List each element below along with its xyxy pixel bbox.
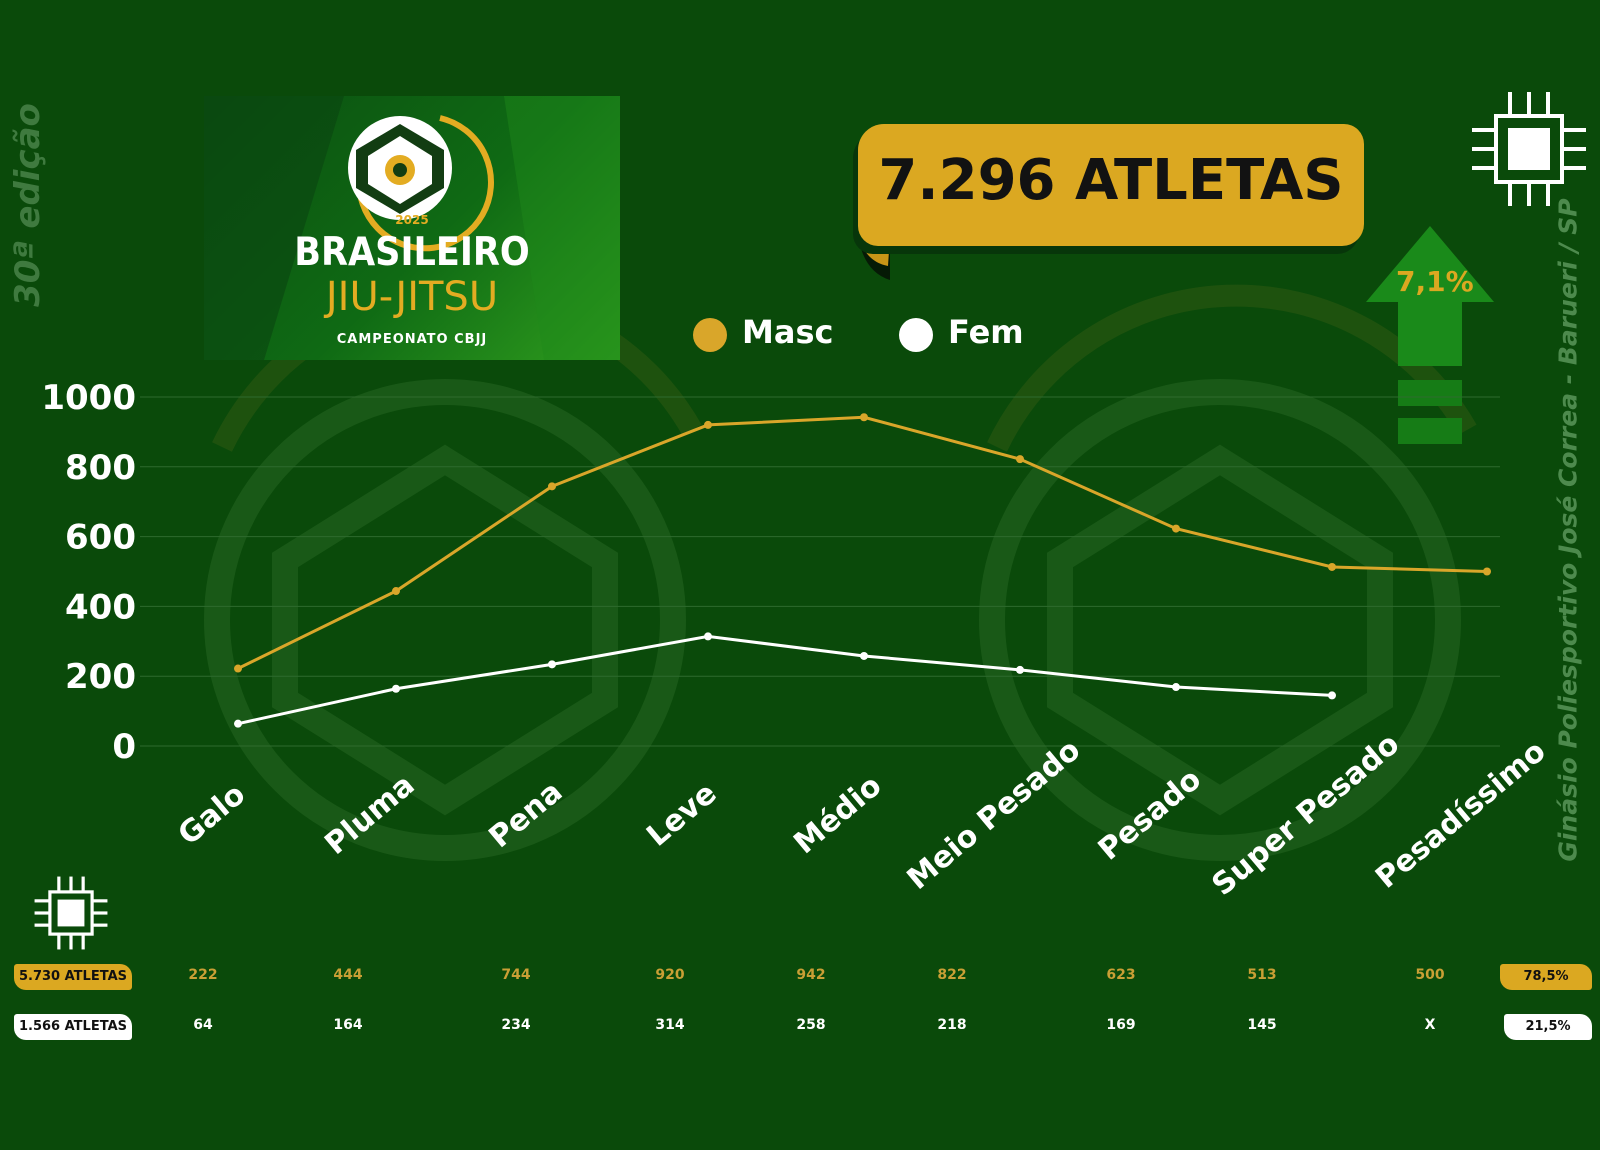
masc-total-pill: 5.730 ATLETAS — [14, 964, 132, 990]
data-point-fem — [548, 660, 556, 669]
series-line-masc — [237, 415, 1488, 670]
masc-count-cell: 822 — [937, 967, 967, 983]
logo-emblem — [204, 96, 620, 360]
legend-label-fem: Fem — [948, 313, 1024, 351]
masc-percentage-pill: 78,5% — [1500, 964, 1592, 990]
data-point-masc — [1483, 567, 1491, 576]
chip-icon — [1472, 92, 1586, 206]
data-point-masc — [1016, 455, 1024, 464]
data-point-fem — [1328, 691, 1336, 700]
data-point-masc — [234, 664, 242, 673]
x-category-label: Pluma — [318, 768, 421, 862]
fem-count-cell: 64 — [193, 1017, 213, 1033]
watermark-ring-left — [204, 379, 686, 861]
x-category-label: Pesado — [1092, 762, 1208, 868]
fem-total-pill: 1.566 ATLETAS — [14, 1014, 132, 1040]
watermark-ring-right — [979, 379, 1461, 861]
masc-count-cell: 942 — [796, 967, 826, 983]
legend-dot-masc — [693, 318, 727, 352]
data-point-fem — [1016, 665, 1024, 674]
masc-count-cell: 513 — [1247, 967, 1277, 983]
y-tick-label: 400 — [65, 587, 136, 627]
legend-label-masc: Masc — [742, 313, 834, 351]
data-point-masc — [548, 482, 556, 491]
total-athletes: 7.296 ATLETAS — [878, 148, 1344, 213]
growth-percentage: 7,1% — [1396, 265, 1474, 298]
logo-subtitle: CAMPEONATO CBJJ — [336, 332, 488, 347]
data-point-masc — [392, 587, 400, 596]
fem-count-cell: X — [1424, 1017, 1436, 1033]
masc-count-cell: 444 — [333, 967, 363, 983]
legend-dot-fem — [899, 318, 933, 352]
fem-count-cell: 164 — [333, 1017, 363, 1033]
data-point-masc — [1328, 562, 1336, 571]
y-tick-label: 600 — [65, 518, 136, 558]
logo-name: BRASILEIRO — [294, 230, 530, 275]
y-tick-label: 1000 — [41, 378, 136, 418]
fem-count-cell: 218 — [937, 1017, 967, 1033]
x-category-label: Leve — [640, 776, 723, 854]
data-point-fem — [704, 632, 712, 641]
x-category-label: Pena — [482, 774, 569, 855]
fem-count-cell: 234 — [501, 1017, 531, 1033]
data-point-fem — [392, 684, 400, 693]
data-point-masc — [704, 420, 712, 429]
y-tick-label: 0 — [112, 727, 136, 767]
x-category-label: Galo — [172, 777, 253, 853]
chip-icon-small — [34, 876, 108, 950]
series-line-fem — [237, 634, 1333, 726]
watermark-hexagon-right — [1047, 444, 1393, 816]
masc-count-cell: 920 — [655, 967, 685, 983]
masc-count-cell: 500 — [1415, 967, 1445, 983]
y-tick-label: 800 — [65, 448, 136, 488]
x-category-label: Médio — [787, 768, 888, 861]
watermark-hexagon-left — [272, 444, 618, 816]
logo-sport: JIU-JITSU — [325, 274, 499, 320]
data-point-masc — [860, 413, 868, 422]
fem-count-cell: 145 — [1247, 1017, 1277, 1033]
y-tick-label: 200 — [65, 657, 136, 697]
total-banner — [858, 124, 1364, 246]
masc-count-cell: 222 — [188, 967, 218, 983]
fem-count-cell: 169 — [1106, 1017, 1136, 1033]
data-point-masc — [1172, 524, 1180, 533]
up-arrow-icon — [1366, 226, 1494, 444]
logo-year: 2025 — [395, 213, 429, 227]
masc-count-cell: 744 — [501, 967, 531, 983]
fem-count-cell: 258 — [796, 1017, 826, 1033]
fem-count-cell: 314 — [655, 1017, 685, 1033]
data-point-fem — [234, 719, 242, 728]
fem-percentage-pill: 21,5% — [1504, 1014, 1592, 1040]
event-logo: 2025 BRASILEIRO JIU-JITSU CAMPEONATO CBJ… — [204, 96, 620, 360]
masc-count-cell: 623 — [1106, 967, 1136, 983]
x-category-label: Meio Pesado — [901, 733, 1087, 897]
data-point-fem — [1172, 683, 1180, 692]
data-point-fem — [860, 651, 868, 660]
